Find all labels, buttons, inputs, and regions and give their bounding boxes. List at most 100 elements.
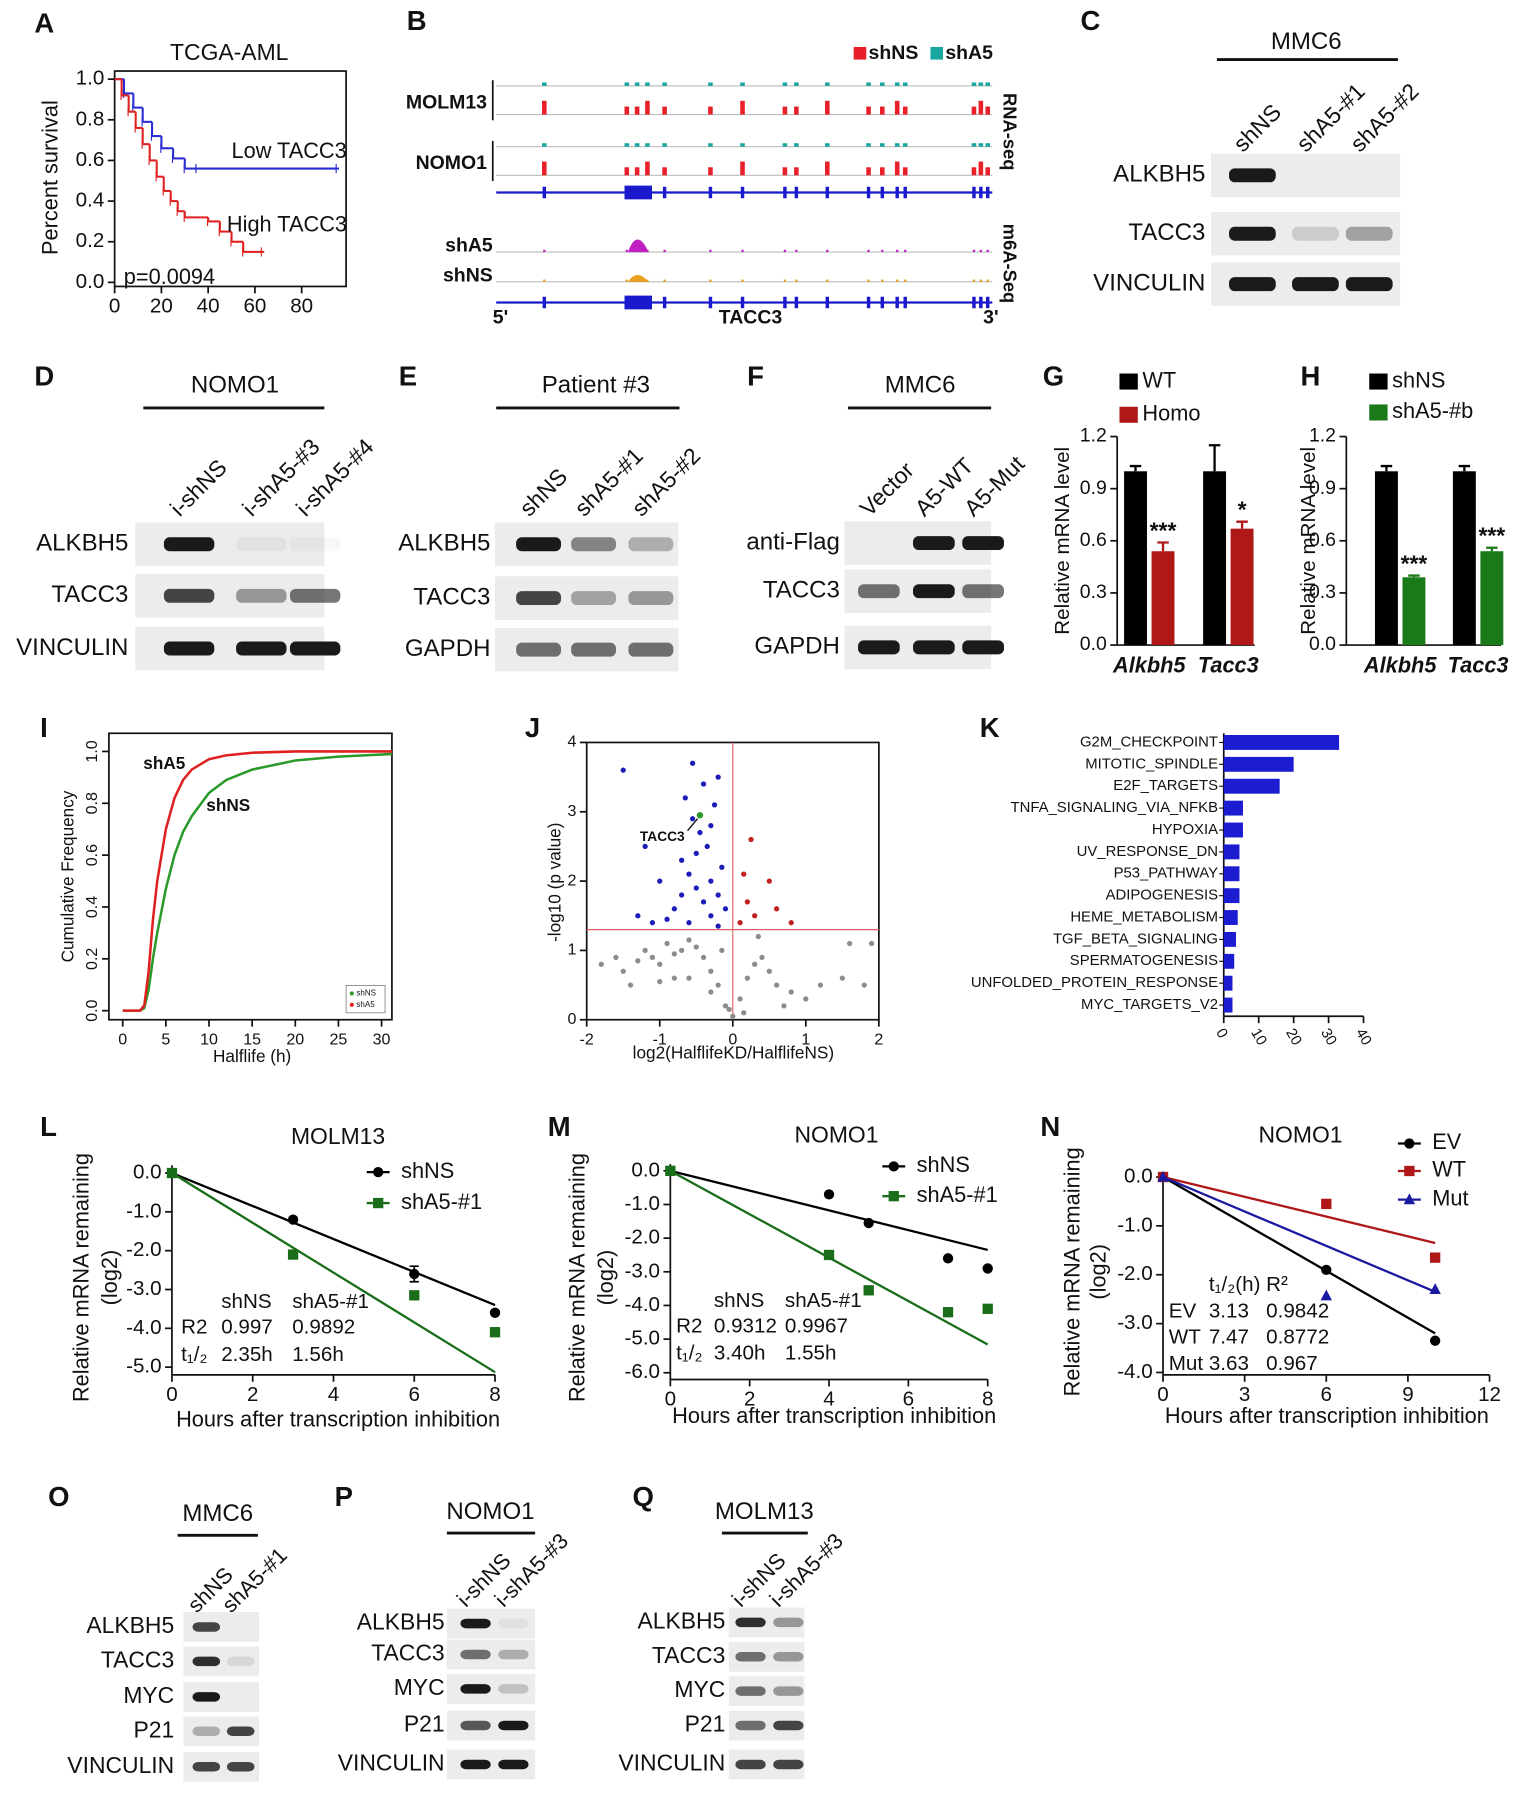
data-point bbox=[788, 989, 794, 995]
band bbox=[289, 588, 341, 603]
y-tick-label: -2.0 bbox=[1117, 1262, 1153, 1285]
data-point bbox=[708, 989, 714, 995]
assay-label: m6A-Seq bbox=[999, 224, 1020, 303]
data-point bbox=[671, 906, 677, 912]
band bbox=[460, 1618, 491, 1629]
error-bar bbox=[288, 1216, 298, 1223]
x-tick-label: 40 bbox=[1352, 1026, 1374, 1048]
error-bar bbox=[409, 1265, 419, 1283]
row-label: ALKBH5 bbox=[398, 530, 490, 557]
coverage-peak bbox=[708, 82, 713, 86]
bar bbox=[1480, 551, 1504, 646]
stats-cell: R2 bbox=[676, 1314, 702, 1337]
y-tick-label: 0.0 bbox=[1124, 1164, 1153, 1187]
y-tick-label: -1.0 bbox=[1117, 1213, 1153, 1236]
y-axis-label: Relative mRNA remaining bbox=[1059, 1147, 1084, 1396]
data-point bbox=[715, 892, 721, 898]
data-point bbox=[489, 1327, 501, 1338]
category-label: UNFOLDED_PROTEIN_RESPONSE bbox=[971, 975, 1218, 991]
band bbox=[460, 1759, 491, 1770]
band bbox=[1292, 226, 1339, 241]
y-axis-label: Cumulative Frequency bbox=[57, 790, 77, 962]
legend-label: shNS bbox=[356, 989, 376, 998]
stats-cell: 3.40h bbox=[714, 1342, 766, 1365]
bar bbox=[1223, 822, 1243, 838]
y-axis-label: (log2) bbox=[593, 1250, 618, 1306]
data-point bbox=[741, 871, 747, 877]
lane-label: Vector bbox=[855, 457, 920, 522]
panel-letter: N bbox=[1040, 1111, 1060, 1142]
coverage-peak bbox=[782, 82, 788, 86]
x-tick-label: 40 bbox=[197, 295, 220, 318]
exon bbox=[979, 296, 983, 309]
data-point bbox=[693, 944, 699, 950]
m6a-signal bbox=[881, 249, 884, 253]
series-label: shNS bbox=[206, 795, 250, 815]
data-point bbox=[719, 864, 725, 870]
annotation: p=0.0094 bbox=[124, 264, 215, 289]
panel-letter: H bbox=[1301, 360, 1321, 391]
y-tick-label: 0.4 bbox=[76, 189, 105, 212]
data-point bbox=[1321, 1264, 1332, 1276]
m6a-peak bbox=[627, 239, 649, 253]
coverage-peak bbox=[894, 143, 900, 147]
data-point bbox=[737, 996, 743, 1002]
coverage-peak bbox=[542, 161, 547, 176]
coverage-peak bbox=[662, 82, 667, 86]
row-label: VINCULIN bbox=[338, 1750, 445, 1776]
coverage-peak bbox=[645, 143, 650, 147]
error-bar bbox=[1458, 464, 1471, 472]
data-point bbox=[982, 1303, 993, 1314]
band bbox=[516, 642, 562, 657]
data-point bbox=[847, 940, 853, 947]
category-label: TNFA_SIGNALING_VIA_NFKB bbox=[1011, 800, 1219, 816]
x-tick-label: 9 bbox=[1402, 1383, 1413, 1406]
category-label: P53_PATHWAY bbox=[1114, 866, 1219, 882]
error-bar bbox=[1380, 464, 1393, 472]
band bbox=[735, 1686, 766, 1696]
coverage-peak bbox=[794, 167, 799, 176]
data-point bbox=[657, 978, 663, 985]
legend-label: shA5-#1 bbox=[401, 1189, 482, 1214]
data-point bbox=[671, 951, 677, 957]
data-point bbox=[839, 975, 845, 981]
data-point bbox=[598, 961, 604, 967]
data-point bbox=[741, 1010, 747, 1016]
data-point bbox=[823, 1189, 835, 1200]
data-point bbox=[752, 913, 758, 919]
significance: * bbox=[1238, 496, 1247, 522]
m6a-signal bbox=[783, 249, 787, 253]
band bbox=[735, 1652, 766, 1662]
x-axis-label: log2(HalflifeKD/HalflifeNS) bbox=[633, 1043, 834, 1063]
panel-letter: E bbox=[399, 360, 417, 391]
exon bbox=[708, 186, 713, 199]
band bbox=[460, 1649, 491, 1660]
row-label: ALKBH5 bbox=[637, 1607, 725, 1633]
stats-cell: 0.8772 bbox=[1266, 1326, 1329, 1349]
gene-label: TACC3 bbox=[719, 307, 783, 329]
x-tick-label: 6 bbox=[903, 1388, 914, 1411]
exon bbox=[866, 296, 871, 309]
coverage-peak bbox=[708, 167, 713, 176]
bar bbox=[1402, 577, 1426, 646]
row-label: TACC3 bbox=[51, 581, 128, 608]
stats-header: R² bbox=[1266, 1273, 1288, 1296]
band bbox=[628, 537, 674, 552]
exon bbox=[794, 186, 799, 199]
y-tick-label: 3 bbox=[567, 802, 576, 820]
coverage-peak bbox=[894, 161, 900, 176]
y-tick-label: -4.0 bbox=[625, 1293, 661, 1316]
m6a-signal bbox=[881, 279, 884, 282]
sample-label: MOLM13 bbox=[406, 91, 487, 113]
x-tick-label: 0 bbox=[109, 295, 120, 318]
coverage-peak bbox=[542, 82, 547, 86]
band bbox=[1292, 277, 1339, 292]
x-tick-label: 6 bbox=[1321, 1383, 1332, 1406]
data-point bbox=[671, 975, 677, 981]
coverage-peak bbox=[880, 167, 885, 176]
lane-label: A5-Mut bbox=[959, 450, 1030, 521]
panel-letter: D bbox=[34, 360, 54, 391]
exon bbox=[794, 296, 799, 309]
coverage-peak bbox=[794, 82, 799, 86]
legend-label: EV bbox=[1432, 1129, 1462, 1154]
